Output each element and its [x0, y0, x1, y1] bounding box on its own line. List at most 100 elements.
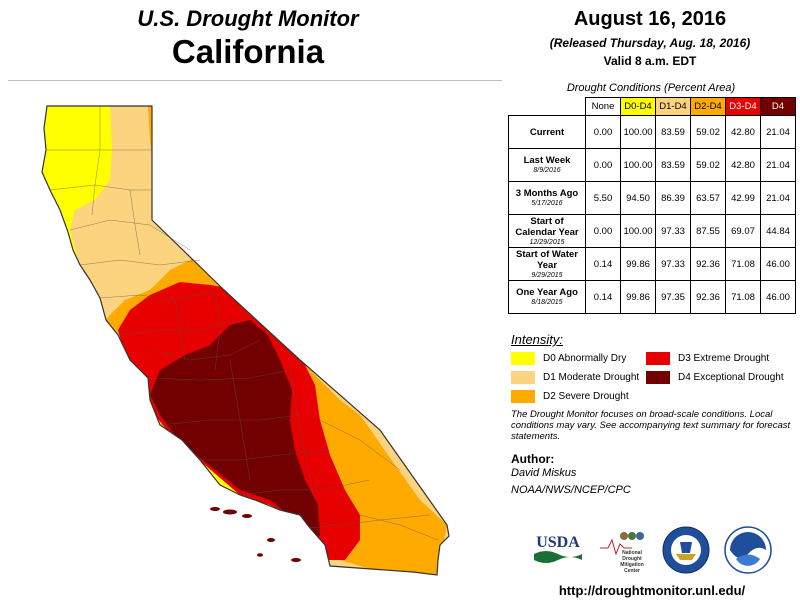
table-cell: 0.00	[585, 148, 621, 182]
row-label-text: Start of Water Year	[516, 248, 578, 271]
svg-text:National: National	[622, 550, 642, 556]
col-header: D0-D4	[620, 97, 656, 116]
author-org: NOAA/NWS/NCEP/CPC	[511, 484, 631, 496]
row-label-date: 8/9/2016	[533, 167, 561, 174]
table-cell: 44.84	[760, 214, 796, 248]
state-outline	[41, 105, 450, 576]
table-cell: 86.39	[655, 181, 691, 215]
header-blank	[509, 98, 586, 116]
row-label-date: 8/18/2015	[531, 299, 563, 306]
row-label: One Year Ago 8/18/2015	[508, 280, 586, 314]
table-cell: 0.00	[585, 214, 621, 248]
svg-text:Drought: Drought	[622, 556, 642, 562]
noaa-logo	[724, 526, 772, 574]
row-label-text: Last Week	[523, 155, 571, 166]
table-cell: 42.99	[725, 181, 761, 215]
table-cell: 83.59	[655, 148, 691, 182]
table-row: One Year Ago 8/18/2015 0.14 99.86 97.35 92.36…	[508, 280, 796, 314]
table-cell: 5.50	[585, 181, 621, 215]
author-heading: Author:	[511, 452, 555, 466]
table-cell: 71.08	[725, 247, 761, 281]
row-label: Start of Water Year 9/29/2015	[508, 247, 586, 281]
table-cell: 0.14	[585, 247, 621, 281]
table-cell: 21.04	[760, 115, 796, 149]
legend-label: D3 Extreme Drought	[678, 353, 770, 364]
table-row: 3 Months Ago 5/17/2016 5.50 94.50 86.39 63.57…	[508, 181, 796, 215]
col-header: D1-D4	[655, 97, 691, 116]
row-label-text: 3 Months Ago	[515, 188, 579, 199]
legend-label: D4 Exceptional Drought	[678, 372, 784, 383]
header-divider	[8, 80, 502, 81]
legend-item-d3: D3 Extreme Drought	[646, 352, 769, 365]
row-label: Start of Calendar Year 12/29/2015	[508, 214, 586, 248]
table-cell: 97.35	[655, 280, 691, 314]
table-cell: 69.07	[725, 214, 761, 248]
table-cell: 92.36	[690, 247, 726, 281]
svg-text:Mitigation: Mitigation	[620, 562, 644, 568]
table-cell: 87.55	[690, 214, 726, 248]
col-header: D4	[760, 97, 796, 116]
table-cell: 42.80	[725, 115, 761, 149]
legend-swatch	[511, 352, 535, 365]
row-label: Last Week 8/9/2016	[508, 148, 586, 182]
table-cell: 100.00	[620, 115, 656, 149]
legend-title: Intensity:	[511, 332, 564, 347]
row-label-text: Current	[529, 126, 565, 138]
commerce-seal-logo	[662, 526, 710, 574]
table-cell: 21.04	[760, 148, 796, 182]
table-row: Start of Water Year 9/29/2015 0.14 99.86 97.…	[508, 247, 796, 281]
row-label: Current	[508, 115, 586, 149]
legend-label: D1 Moderate Drought	[543, 372, 640, 383]
table-caption: Drought Conditions (Percent Area)	[566, 82, 736, 94]
legend-item-d2: D2 Severe Drought	[511, 390, 629, 403]
col-header: None	[585, 97, 621, 116]
legend-swatch	[646, 352, 670, 365]
map-title: U.S. Drought Monitor	[137, 6, 359, 31]
state-name: California	[171, 33, 325, 70]
table-cell: 46.00	[760, 280, 796, 314]
table-cell: 83.59	[655, 115, 691, 149]
usda-logo: USDA	[534, 534, 582, 563]
legend-item-d1: D1 Moderate Drought	[511, 371, 639, 384]
county-lines	[47, 106, 439, 541]
table-cell: 21.04	[760, 181, 796, 215]
d4-area	[150, 320, 320, 548]
table-cell: 42.80	[725, 148, 761, 182]
table-header-row: None D0-D4 D1-D4 D2-D4 D3-D4 D4	[509, 97, 796, 116]
row-label-text: One Year Ago	[516, 287, 578, 298]
ndmc-logo: National Drought Mitigation Center	[600, 532, 644, 574]
legend-swatch	[646, 371, 670, 384]
legend-swatch	[511, 390, 535, 403]
table-row: Current 0.00 100.00 83.59 59.02 42.80 21.04	[508, 115, 796, 149]
table-cell: 99.86	[620, 280, 656, 314]
channel-islands	[210, 507, 301, 562]
row-label-date: 9/29/2015	[531, 271, 563, 279]
table-cell: 97.33	[655, 214, 691, 248]
table-row: Start of Calendar Year 12/29/2015 0.00 100.…	[508, 214, 796, 248]
release-date: (Released Thursday, Aug. 18, 2016)	[549, 36, 751, 50]
svg-text:USDA: USDA	[536, 534, 580, 551]
row-label: 3 Months Ago 5/17/2016	[508, 181, 586, 215]
legend-item-d4: D4 Exceptional Drought	[646, 371, 784, 384]
table-cell: 99.86	[620, 247, 656, 281]
row-label-date: 5/17/2016	[531, 200, 563, 207]
table-row: Last Week 8/9/2016 0.00 100.00 83.59 59.02 42.…	[508, 148, 796, 182]
author-name: David Miskus	[511, 467, 577, 479]
table-cell: 71.08	[725, 280, 761, 314]
table-cell: 100.00	[620, 148, 656, 182]
row-label-text: Start of Calendar Year	[515, 215, 579, 238]
map-date: August 16, 2016	[573, 8, 727, 30]
california-drought-map	[41, 105, 450, 576]
disclaimer-note: The Drought Monitor focuses on broad-sca…	[511, 409, 791, 442]
legend-label: D2 Severe Drought	[543, 391, 629, 402]
drought-conditions-table: None D0-D4 D1-D4 D2-D4 D3-D4 D4 Current 0…	[508, 97, 796, 314]
table-cell: 0.00	[585, 115, 621, 149]
source-url[interactable]: http://droughtmonitor.unl.edu/	[558, 583, 746, 598]
svg-text:Center: Center	[624, 568, 640, 574]
col-header: D3-D4	[725, 97, 761, 116]
table-cell: 59.02	[690, 148, 726, 182]
col-header: D2-D4	[690, 97, 726, 116]
legend-swatch	[511, 371, 535, 384]
valid-time: Valid 8 a.m. EDT	[603, 54, 697, 68]
legend-item-d0: D0 Abnormally Dry	[511, 352, 626, 365]
